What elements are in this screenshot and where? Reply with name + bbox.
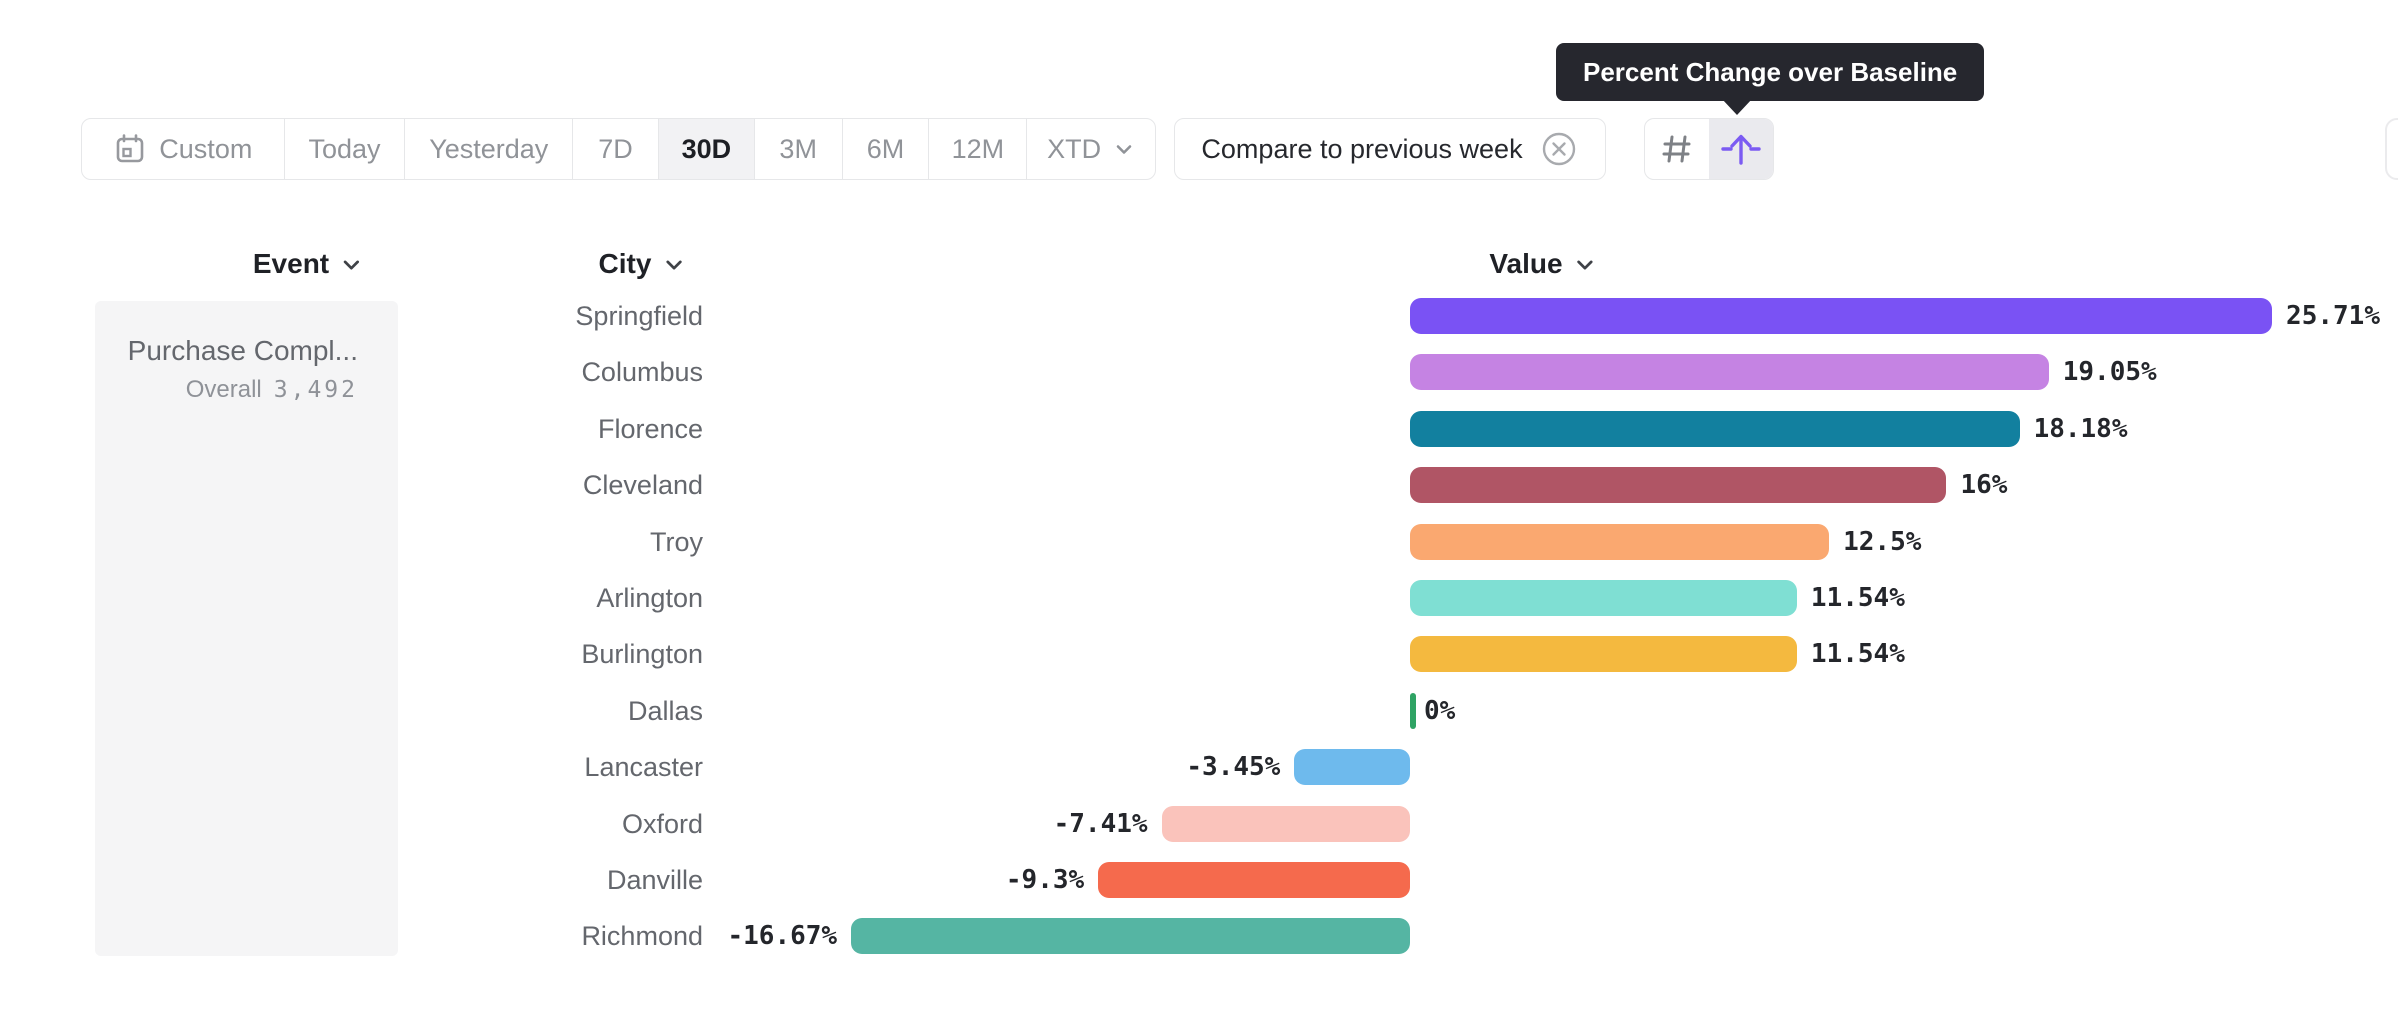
event-overall-value: 3,492: [273, 377, 358, 403]
value-label: -3.45%: [1186, 752, 1281, 783]
range-button-custom[interactable]: Custom: [82, 119, 285, 179]
event-overall: Overall 3,492: [95, 376, 358, 404]
range-label: 12M: [951, 133, 1005, 164]
column-header-value[interactable]: Value: [1489, 247, 1596, 281]
value-bar[interactable]: [1161, 805, 1410, 842]
value-bar[interactable]: [1410, 298, 2273, 334]
range-button-30d[interactable]: 30D: [658, 119, 755, 179]
value-bar[interactable]: [1410, 467, 1947, 504]
x-circle-icon[interactable]: [1539, 129, 1579, 169]
range-label: 7D: [598, 133, 633, 164]
value-bar[interactable]: [1410, 354, 2049, 391]
city-label: Columbus: [581, 357, 703, 388]
tooltip-text: Percent Change over Baseline: [1583, 56, 1958, 87]
city-label: Lancaster: [584, 752, 703, 783]
value-label: 11.54%: [1810, 639, 1905, 670]
edge-clipped-button[interactable]: [2385, 118, 2398, 180]
city-label: Richmond: [581, 921, 703, 952]
city-label: Arlington: [596, 583, 703, 613]
range-label: 3M: [779, 133, 817, 164]
value-label: 0%: [1424, 695, 1456, 726]
chevron-down-icon: [662, 253, 685, 276]
value-label: 19.05%: [2062, 357, 2157, 388]
range-button-7d[interactable]: 7D: [573, 119, 659, 179]
value-label: 18.18%: [2033, 413, 2128, 444]
value-bar[interactable]: [1098, 862, 1410, 898]
range-label: XTD: [1047, 133, 1102, 164]
range-button-6m[interactable]: 6M: [843, 119, 930, 179]
value-bar[interactable]: [1410, 636, 1797, 673]
event-title: Purchase Compl...: [127, 335, 358, 366]
column-header-label: City: [598, 248, 652, 279]
range-label: Yesterday: [429, 133, 549, 164]
chevron-down-icon: [1113, 138, 1135, 160]
toggle-number-grid[interactable]: [1645, 119, 1709, 179]
compare-filter-pill[interactable]: Compare to previous week: [1174, 118, 1606, 180]
range-button-xtd[interactable]: XTD: [1027, 119, 1155, 179]
range-button-today[interactable]: Today: [285, 119, 406, 179]
percent-baseline-arrow-icon: [1719, 129, 1763, 169]
value-bar[interactable]: [1294, 749, 1410, 786]
city-label: Oxford: [621, 808, 703, 839]
value-bar[interactable]: [1410, 410, 2020, 447]
city-label: Danville: [606, 865, 703, 895]
value-label: 16%: [1960, 470, 2008, 501]
event-card[interactable]: Purchase Compl... Overall 3,492: [95, 301, 398, 956]
column-header-event[interactable]: Event: [253, 247, 363, 281]
tooltip-arrow: [1722, 99, 1752, 115]
value-label: -16.67%: [727, 921, 838, 952]
value-label: -7.41%: [1053, 808, 1148, 839]
value-label: 11.54%: [1810, 583, 1905, 613]
range-label: Today: [308, 133, 381, 164]
value-bar[interactable]: [1410, 523, 1830, 560]
value-display-toggle: [1644, 118, 1774, 180]
compare-filter-label: Compare to previous week: [1201, 133, 1523, 164]
chevron-down-icon: [1574, 253, 1597, 276]
city-label: Florence: [597, 413, 703, 444]
range-button-yesterday[interactable]: Yesterday: [405, 119, 574, 179]
value-label: -9.3%: [1005, 865, 1085, 895]
column-header-label: Event: [252, 248, 330, 279]
column-header-label: Value: [1489, 248, 1563, 279]
chevron-down-icon: [340, 253, 363, 276]
number-grid-icon: [1659, 131, 1695, 167]
city-label: Springfield: [575, 301, 703, 331]
range-button-3m[interactable]: 3M: [755, 119, 843, 179]
range-label: 30D: [681, 133, 732, 164]
value-label: 25.71%: [2286, 301, 2380, 331]
value-bar[interactable]: [1410, 692, 1416, 729]
city-label: Cleveland: [582, 470, 703, 501]
value-label: 12.5%: [1843, 526, 1922, 557]
tooltip-percent-change-over-baseline: Percent Change over Baseline: [1556, 43, 1985, 101]
range-label: 6M: [866, 133, 905, 164]
city-label: Dallas: [627, 695, 703, 726]
toggle-percent-baseline[interactable]: [1709, 119, 1773, 179]
city-label: Burlington: [581, 639, 703, 670]
column-header-city[interactable]: City: [599, 247, 686, 281]
range-label: Custom: [159, 133, 253, 164]
range-button-12m[interactable]: 12M: [929, 119, 1028, 179]
value-bar[interactable]: [851, 918, 1410, 955]
city-label: Troy: [650, 526, 703, 557]
calendar-icon: [113, 132, 147, 166]
event-overall-label: Overall: [185, 376, 262, 403]
date-range-toolbar: Custom Today Yesterday 7D 30D 3M 6M 12M …: [81, 118, 1156, 180]
value-bar[interactable]: [1410, 580, 1797, 616]
